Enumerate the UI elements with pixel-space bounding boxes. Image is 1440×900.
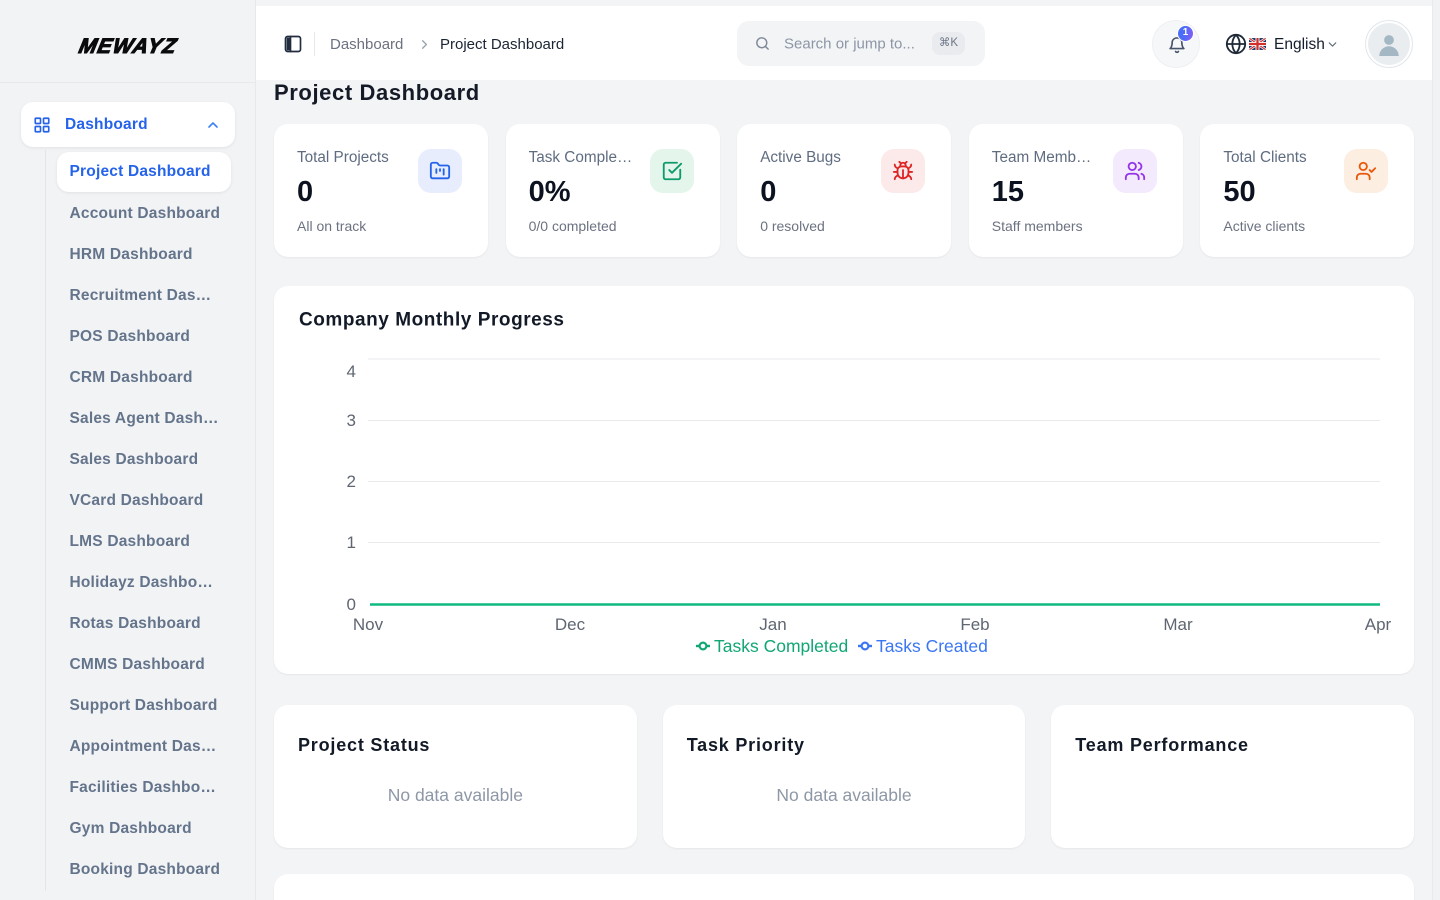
svg-text:Apr: Apr: [1365, 615, 1392, 634]
svg-text:2: 2: [347, 472, 356, 491]
svg-text:1: 1: [347, 533, 356, 552]
svg-text:Dec: Dec: [555, 615, 586, 634]
svg-text:Tasks Completed: Tasks Completed: [714, 636, 848, 656]
svg-text:3: 3: [347, 411, 356, 430]
svg-text:Jan: Jan: [759, 615, 786, 634]
svg-text:Mar: Mar: [1163, 615, 1193, 634]
svg-text:4: 4: [347, 362, 356, 381]
svg-text:0: 0: [347, 595, 356, 614]
svg-text:Feb: Feb: [960, 615, 989, 634]
svg-text:Nov: Nov: [353, 615, 384, 634]
svg-text:Company Monthly Progress: Company Monthly Progress: [299, 310, 565, 331]
svg-text:Tasks Created: Tasks Created: [876, 636, 988, 656]
